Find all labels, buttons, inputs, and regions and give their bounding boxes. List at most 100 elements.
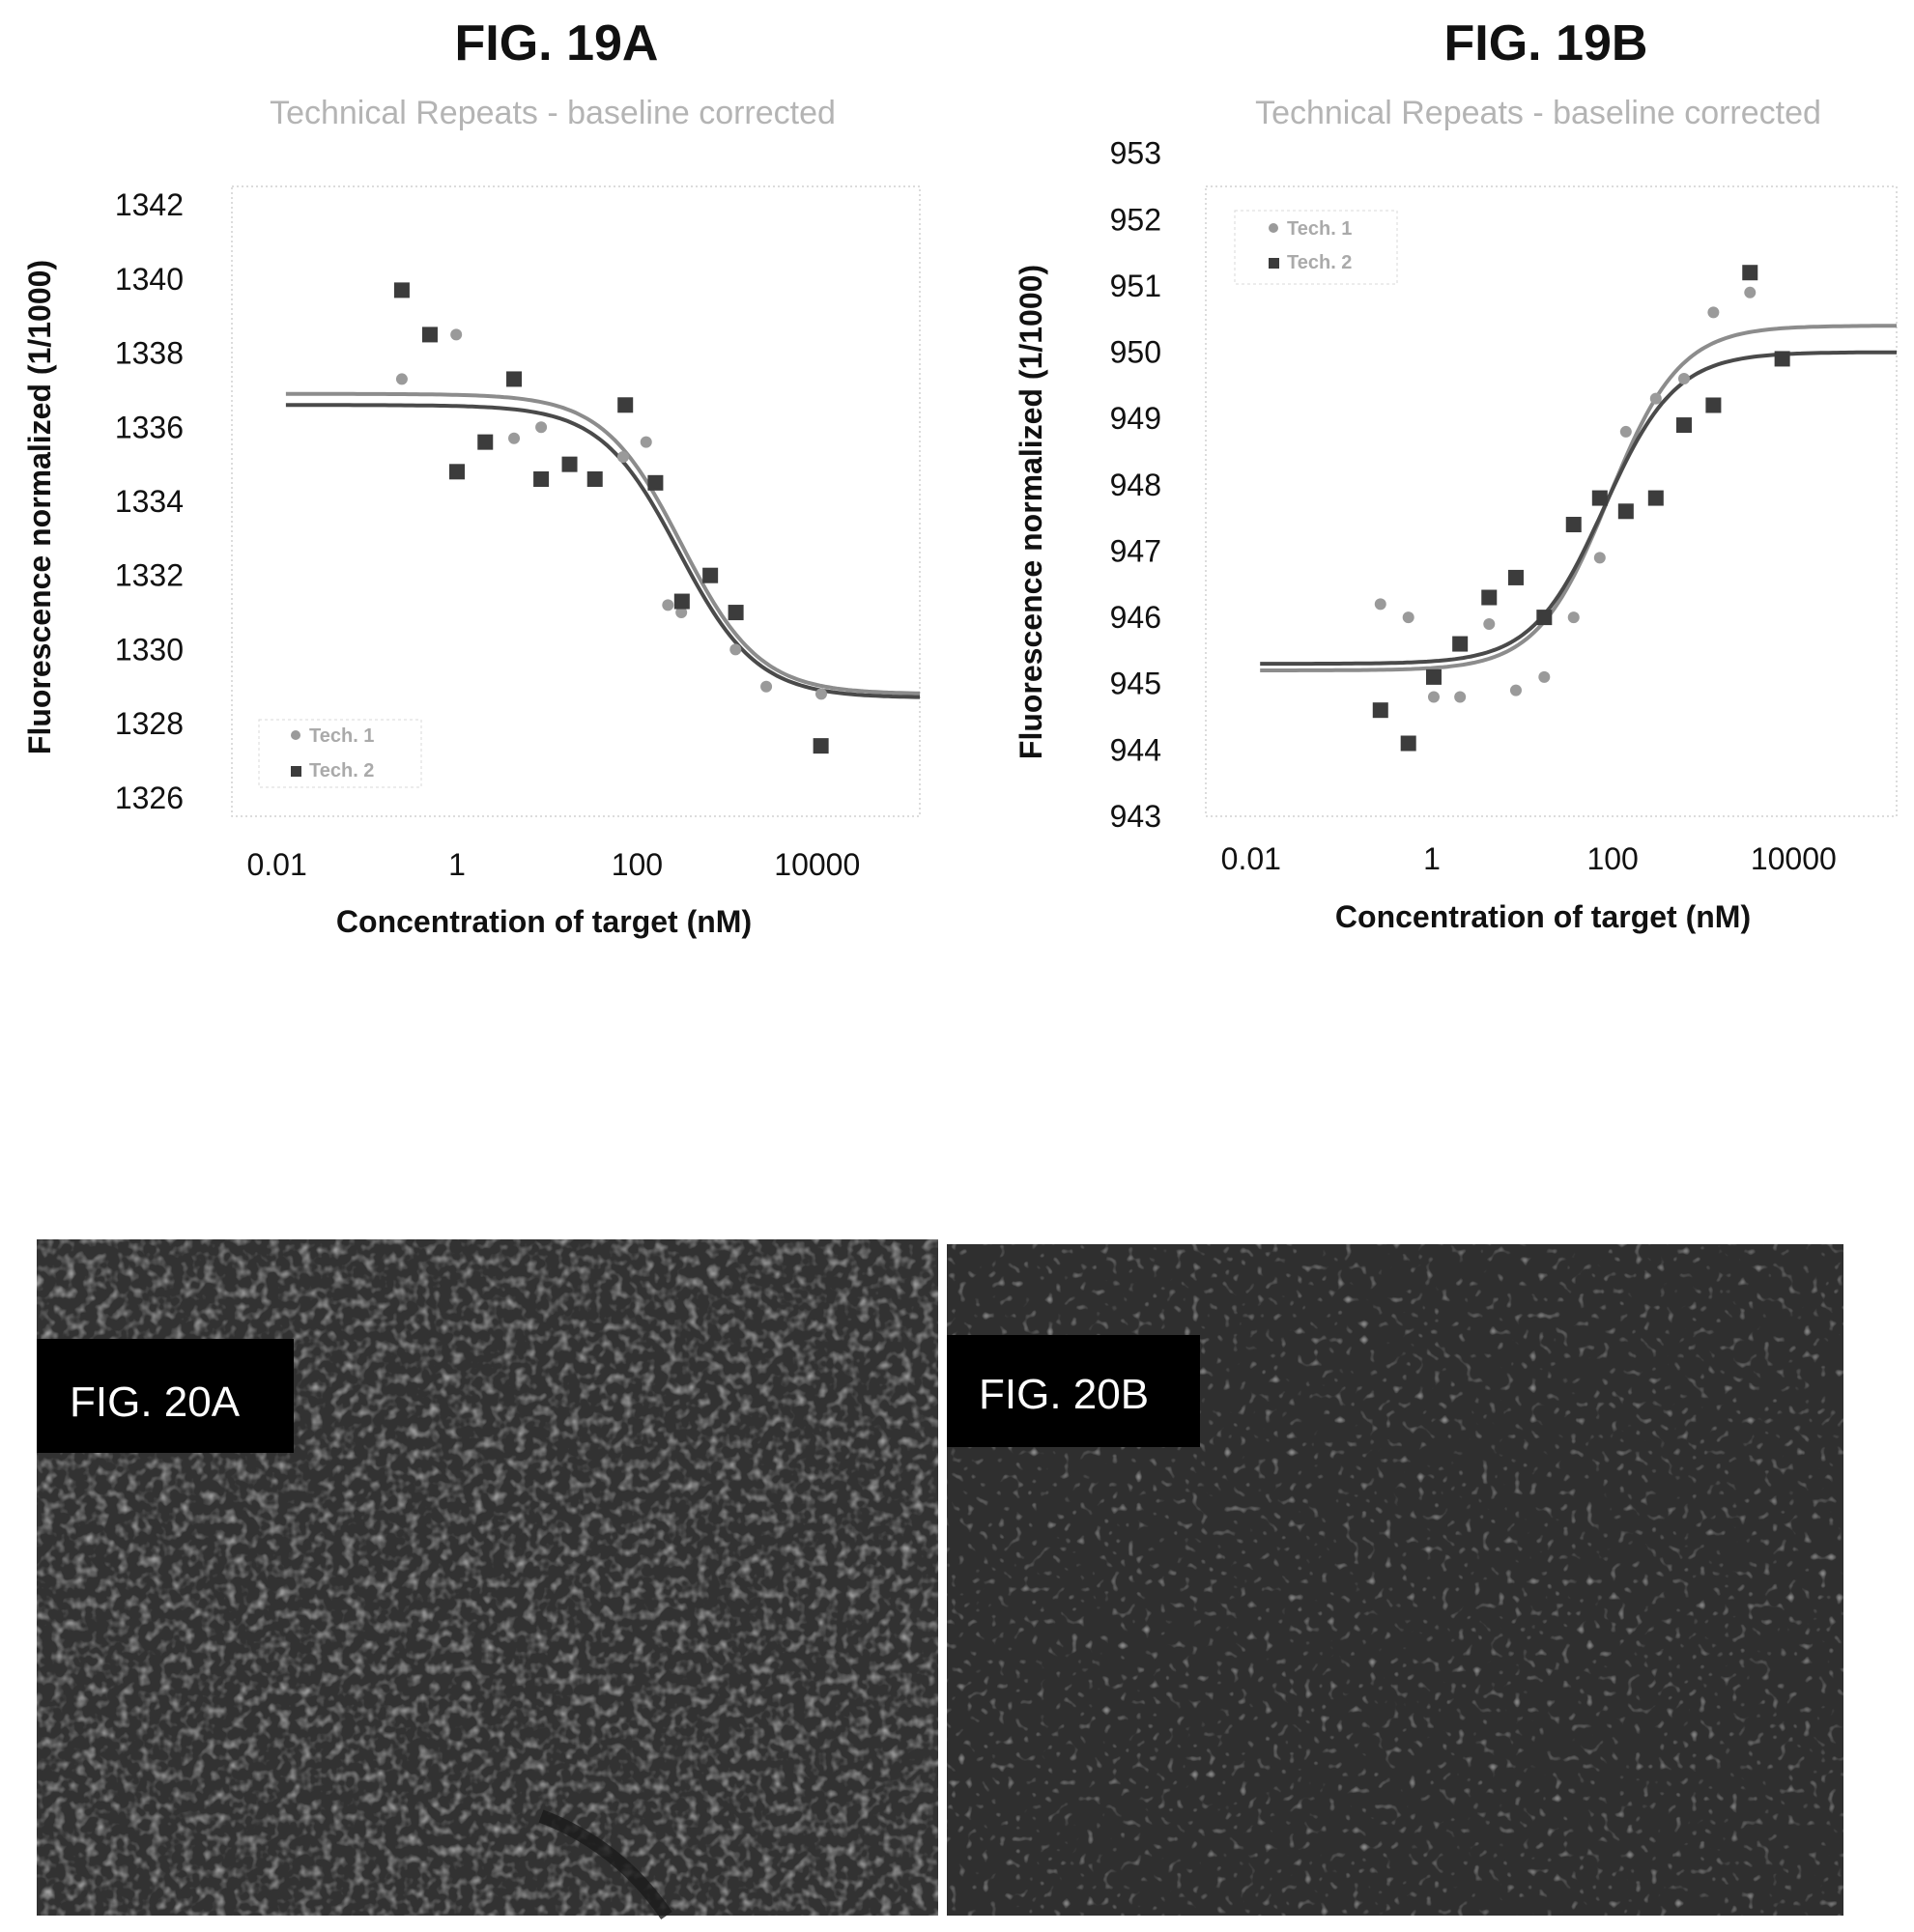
fig19b-point-tech2 — [1372, 702, 1388, 719]
fig19a-y-tick-label: 1328 — [115, 706, 184, 741]
fig19b-y-tick-label: 943 — [1110, 799, 1161, 834]
fig19a-point-tech1 — [729, 643, 742, 656]
fig19b-plot-frame — [1205, 185, 1898, 817]
fig19b-point-tech1 — [1538, 670, 1551, 683]
fig19b-point-tech1 — [1649, 392, 1662, 405]
micrograph-fig20b: FIG. 20B — [947, 1244, 1843, 1916]
fig19b-y-tick-label: 952 — [1110, 202, 1161, 237]
fig19a-point-tech2 — [561, 456, 578, 472]
fig19b-x-axis-label: Concentration of target (nM) — [1335, 899, 1751, 934]
fig19b-point-tech2 — [1536, 610, 1553, 626]
fig19b-fit-curve-1 — [1260, 324, 1898, 672]
fig20b-label: FIG. 20B — [979, 1371, 1149, 1418]
fig19b-point-tech2 — [1774, 351, 1790, 367]
fig19b-fit-curve-2 — [1260, 350, 1897, 667]
fig19b-point-tech1 — [1454, 691, 1467, 703]
fig19a-y-tick-label: 1342 — [115, 187, 184, 222]
fig19b-point-tech2 — [1675, 417, 1692, 434]
fig19a-legend-box — [258, 719, 422, 788]
fig19b-x-tick-label: 10000 — [1751, 841, 1837, 876]
fig19a-point-tech2 — [421, 327, 438, 343]
fig19a-point-tech2 — [533, 470, 550, 487]
fig19b-y-tick-label: 948 — [1110, 468, 1161, 502]
fig19a-point-tech1 — [814, 688, 827, 700]
fig19a-point-tech1 — [450, 328, 463, 341]
fig19a-point-tech2 — [728, 605, 744, 621]
fig19b-point-tech2 — [1452, 636, 1469, 652]
fig19a-point-tech2 — [702, 567, 719, 583]
fig19b-label: FIG. 19B — [1444, 15, 1648, 71]
fig19b-point-tech1 — [1593, 552, 1606, 564]
fig19b-point-tech1 — [1483, 617, 1496, 630]
fig19b-point-tech2 — [1647, 490, 1664, 506]
fig19b-legend-marker-tech1 — [1269, 223, 1278, 233]
fig19b-x-tick-label: 0.01 — [1221, 841, 1281, 876]
fig19b-point-tech2 — [1617, 503, 1634, 520]
fig19a-plot-area: 1326 1328 1330 1332 1334 1336 1338 1340 1342 0.01… — [115, 185, 921, 882]
fig19b-point-tech2 — [1425, 668, 1442, 685]
fig19b-point-tech2 — [1705, 397, 1722, 413]
fig19a-y-tick-label: 1338 — [115, 336, 184, 371]
fig19a-fit-curve-1 — [285, 391, 920, 696]
fig19a-point-tech2 — [813, 738, 829, 754]
fig19a-legend: Tech. 1 Tech. 2 — [258, 719, 422, 788]
fig19a-point-tech2 — [586, 470, 603, 487]
fig19b-y-tick-label: 949 — [1110, 401, 1161, 436]
fig19b-point-tech2 — [1481, 589, 1498, 606]
fig19b-point-tech2 — [1591, 490, 1608, 506]
fig19b-point-tech2 — [1400, 735, 1416, 752]
fig19b-point-tech1 — [1677, 373, 1690, 385]
fig19b-legend-tech1: Tech. 1 — [1287, 218, 1352, 240]
fig19a-y-tick-label: 1326 — [115, 781, 184, 815]
fig19b-point-tech1 — [1374, 598, 1386, 611]
fig20a-tissue-fold — [538, 1809, 672, 1919]
fig19b-y-tick-label: 944 — [1110, 732, 1161, 767]
fig19b-point-tech1 — [1707, 306, 1720, 319]
fig19a-point-tech1 — [508, 432, 521, 444]
fig19a-legend-tech1: Tech. 1 — [309, 725, 374, 747]
fig19a-x-tick-label: 100 — [612, 847, 663, 882]
fig19a-y-tick-label: 1334 — [115, 484, 184, 519]
fig19a-point-tech2 — [477, 434, 494, 450]
fig19a-y-tick-label: 1340 — [115, 262, 184, 297]
fig19a-point-tech2 — [647, 474, 664, 491]
fig19a-point-tech2 — [449, 464, 466, 480]
fig19b-point-tech2 — [1565, 517, 1582, 533]
fig19a-point-tech1 — [616, 450, 629, 463]
fig20a-label: FIG. 20A — [70, 1378, 241, 1426]
fig19a-x-axis-label: Concentration of target (nM) — [336, 904, 752, 939]
fig19b-y-tick-label: 953 — [1110, 136, 1161, 171]
fig19b-legend-marker-tech2 — [1269, 258, 1279, 269]
micrograph-fig20a: FIG. 20A — [37, 1239, 938, 1919]
fig19b-x-tick-label: 1 — [1423, 841, 1441, 876]
fig19b-point-tech1 — [1402, 611, 1414, 624]
fig19a-x-tick-label: 1 — [448, 847, 466, 882]
fig19a-point-tech1 — [395, 373, 408, 385]
fig19b-point-tech1 — [1744, 286, 1757, 298]
fig19b-legend-box — [1234, 210, 1398, 285]
chart-fig19b: FIG. 19B Technical Repeats - baseline co… — [1014, 15, 1898, 934]
fig19a-x-tick-label: 0.01 — [246, 847, 306, 882]
fig19a-point-tech2 — [673, 593, 690, 610]
fig19a-label: FIG. 19A — [455, 15, 659, 71]
fig19a-y-axis-label: Fluorescence normalized (1/1000) — [22, 260, 57, 754]
fig19b-y-tick-label: 950 — [1110, 335, 1161, 370]
fig19b-x-tick-label: 100 — [1586, 841, 1638, 876]
fig19a-legend-marker-tech1 — [291, 730, 300, 740]
fig19a-y-tick-label: 1330 — [115, 632, 184, 667]
fig19a-point-tech1 — [662, 599, 674, 611]
fig19a-y-tick-label: 1336 — [115, 410, 184, 444]
fig19b-legend-tech2: Tech. 2 — [1287, 252, 1352, 273]
fig19b-point-tech2 — [1742, 265, 1758, 281]
fig19b-subtitle: Technical Repeats - baseline corrected — [1255, 95, 1821, 131]
fig19b-y-tick-label: 947 — [1110, 533, 1161, 568]
fig19a-legend-tech2: Tech. 2 — [309, 760, 374, 781]
fig19a-point-tech2 — [393, 282, 410, 298]
fig19a-point-tech1 — [760, 680, 773, 693]
fig20b-label-box — [947, 1335, 1200, 1447]
fig19a-point-tech1 — [535, 421, 548, 434]
chart-fig19a: FIG. 19A Technical Repeats - baseline co… — [22, 15, 921, 939]
fig19b-point-tech1 — [1509, 684, 1522, 696]
fig19b-y-tick-label: 946 — [1110, 600, 1161, 635]
